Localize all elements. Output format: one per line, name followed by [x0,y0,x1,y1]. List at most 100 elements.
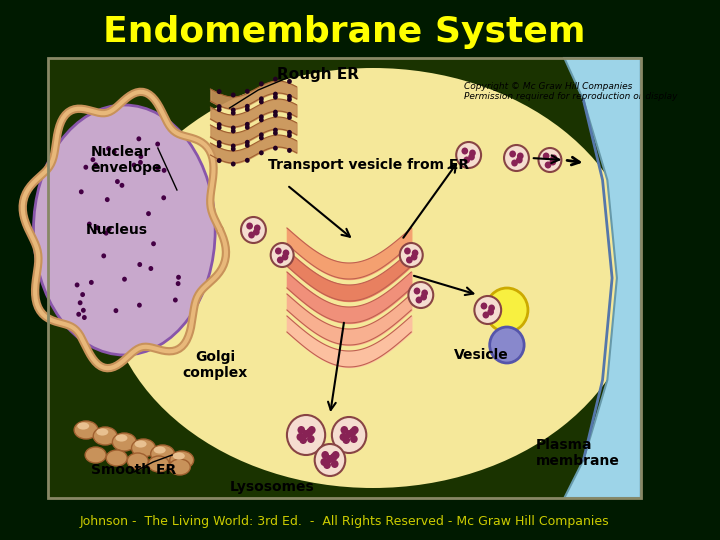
Text: Transport vesicle from ER: Transport vesicle from ER [268,158,469,172]
Circle shape [217,104,222,109]
Circle shape [217,107,222,112]
Circle shape [231,125,235,131]
Circle shape [539,148,562,172]
Circle shape [456,142,481,168]
Circle shape [138,262,142,267]
Circle shape [245,125,250,130]
Text: Smooth ER: Smooth ER [91,463,176,477]
Circle shape [259,117,264,123]
Circle shape [486,288,528,332]
Ellipse shape [135,441,147,448]
Circle shape [115,179,120,184]
Circle shape [76,312,81,317]
Circle shape [411,253,418,260]
Circle shape [246,222,253,230]
Circle shape [87,221,91,227]
Circle shape [550,154,557,161]
Circle shape [414,287,420,294]
Circle shape [511,159,518,166]
Circle shape [217,143,222,148]
Circle shape [81,308,86,313]
Circle shape [308,426,315,434]
Ellipse shape [173,453,185,460]
Circle shape [273,92,278,97]
Circle shape [259,96,264,102]
Ellipse shape [148,456,169,472]
Ellipse shape [96,428,108,436]
Circle shape [468,153,475,160]
Text: Golgi
complex: Golgi complex [183,350,248,380]
Ellipse shape [170,451,194,469]
Circle shape [321,451,329,459]
Circle shape [231,144,235,149]
Circle shape [102,253,106,258]
Circle shape [245,107,250,112]
Circle shape [300,436,307,444]
Circle shape [91,157,95,162]
Circle shape [231,146,235,152]
Circle shape [404,247,411,254]
Circle shape [245,140,250,145]
Circle shape [287,94,292,99]
Circle shape [122,276,127,282]
Circle shape [106,146,111,151]
Circle shape [95,225,100,230]
Circle shape [490,327,524,363]
Circle shape [420,294,427,300]
Circle shape [254,225,261,232]
Ellipse shape [154,447,166,454]
Ellipse shape [85,447,106,463]
Circle shape [543,152,549,159]
Circle shape [346,430,353,438]
Circle shape [283,249,289,256]
Text: Plasma
membrane: Plasma membrane [536,438,619,468]
Circle shape [231,161,235,166]
Circle shape [259,114,264,119]
Circle shape [156,165,160,170]
Circle shape [245,89,250,94]
Circle shape [79,190,84,194]
Circle shape [148,266,153,271]
FancyBboxPatch shape [48,58,641,498]
Circle shape [259,136,264,140]
Circle shape [259,132,264,137]
Circle shape [297,426,305,434]
Circle shape [287,79,292,84]
Circle shape [330,453,338,461]
Circle shape [332,451,340,459]
Circle shape [400,243,423,267]
Circle shape [406,256,413,264]
Circle shape [341,426,348,434]
Circle shape [259,150,264,156]
Circle shape [137,302,142,308]
Circle shape [415,296,422,303]
Circle shape [462,147,468,154]
Circle shape [315,444,346,476]
Text: Nucleus: Nucleus [86,223,148,237]
Circle shape [549,159,556,165]
Ellipse shape [106,450,127,466]
Circle shape [80,292,85,297]
Circle shape [82,315,86,320]
Circle shape [106,227,111,232]
Circle shape [94,163,98,167]
Circle shape [320,458,328,466]
Circle shape [412,249,418,256]
Ellipse shape [33,105,215,355]
Circle shape [107,226,112,231]
Circle shape [176,281,181,286]
Circle shape [349,428,356,436]
Circle shape [217,125,222,130]
Circle shape [173,298,178,302]
Circle shape [176,275,181,280]
Circle shape [340,433,347,441]
Circle shape [156,141,160,146]
Circle shape [273,94,278,100]
Circle shape [287,112,292,117]
Circle shape [487,308,494,315]
Text: Endomembrane System: Endomembrane System [103,15,585,49]
Circle shape [217,158,222,163]
Circle shape [217,140,222,145]
Circle shape [253,228,260,235]
Circle shape [421,289,428,296]
